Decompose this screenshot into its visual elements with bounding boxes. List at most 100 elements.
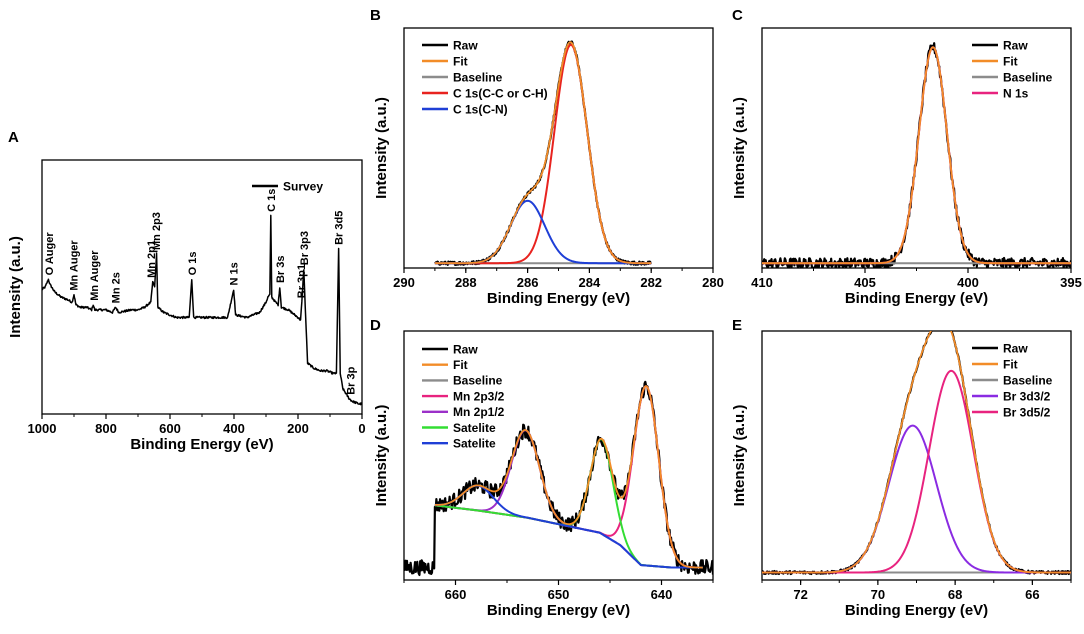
- peak-annotation: Mn 2s: [111, 272, 123, 303]
- x-tick-label: 284: [579, 275, 601, 290]
- series-fit: [762, 46, 1071, 265]
- x-tick-label: 66: [1025, 587, 1039, 602]
- x-tick-label: 410: [751, 275, 773, 290]
- legend-label: Br 3d3/2: [1003, 389, 1051, 403]
- legend-label: Survey: [283, 179, 323, 193]
- peak-annotation: Mn 2p3: [151, 212, 163, 250]
- y-axis-title: Intensity (a.u.): [373, 405, 390, 507]
- plot-frame: [403, 27, 714, 269]
- plot-area: [404, 380, 713, 577]
- peak-annotation: Mn Auger: [69, 240, 81, 291]
- legend: Raw Fit Baseline Br 3d3/2 Br 3d5/2: [972, 341, 1053, 419]
- x-tick-label: 395: [1060, 275, 1082, 290]
- panel-c: C 410 405 400 395 Binding Energy (eV) Intensit…: [731, 7, 1082, 307]
- legend-label: C 1s(C-N): [453, 102, 508, 116]
- plot-area: [434, 40, 652, 266]
- legend-label: Baseline: [453, 70, 503, 84]
- legend: Raw Fit Baseline N 1s: [972, 38, 1053, 100]
- x-tick-label: 800: [95, 421, 117, 436]
- peak-annotation: Mn 2p1: [146, 240, 158, 278]
- panel-a: A 1000 800 600 400 200 0 Binding Energy (eV) Int…: [7, 129, 366, 453]
- x-tick-label: 0: [358, 421, 365, 436]
- panel-e: E 72 70 68 66 Binding Energy (eV) Intensity (a…: [731, 317, 1072, 619]
- x-axis-title: Binding Energy (eV): [130, 436, 273, 453]
- plot-area: [42, 214, 362, 406]
- y-axis-title: Intensity (a.u.): [7, 236, 24, 338]
- peak-annotation: O Auger: [44, 232, 56, 276]
- series-peak: [434, 484, 704, 569]
- panel-letter: B: [370, 7, 381, 24]
- series-baseline: [434, 504, 704, 569]
- series-fit: [434, 385, 703, 569]
- legend: Survey: [252, 179, 323, 193]
- legend-label: Baseline: [1003, 373, 1053, 387]
- x-tick-label: 68: [948, 587, 962, 602]
- legend-label: Mn 2p1/2: [453, 405, 505, 419]
- peak-annotation: N 1s: [229, 262, 241, 285]
- peak-annotation: Mn Auger: [89, 250, 101, 301]
- x-tick-label: 72: [793, 587, 807, 602]
- legend: Raw Fit Baseline C 1s(C-C or C-H) C 1s(C-N): [422, 38, 548, 116]
- x-tick-label: 650: [548, 587, 570, 602]
- peak-annotation: Br 3d5: [334, 211, 346, 245]
- x-tick-label: 405: [854, 275, 876, 290]
- legend-label: N 1s: [1003, 86, 1029, 100]
- series-peak: [434, 438, 704, 569]
- y-axis-title: Intensity (a.u.): [731, 405, 748, 507]
- legend-label: C 1s(C-C or C-H): [453, 86, 548, 100]
- series-survey: [42, 214, 362, 406]
- legend-label: Br 3d5/2: [1003, 405, 1051, 419]
- legend-label: Satelite: [453, 421, 496, 435]
- panel-letter: E: [732, 317, 742, 334]
- legend-label: Raw: [453, 38, 478, 52]
- y-axis-title: Intensity (a.u.): [373, 97, 390, 199]
- x-tick-label: 286: [517, 275, 539, 290]
- x-axis-title: Binding Energy (eV): [845, 290, 988, 307]
- legend-label: Raw: [1003, 38, 1028, 52]
- x-tick-label: 400: [223, 421, 245, 436]
- panel-letter: C: [732, 7, 743, 24]
- peak-annotation: Br 3s: [275, 255, 287, 283]
- peak-annotation: O 1s: [187, 252, 199, 276]
- x-tick-label: 1000: [28, 421, 57, 436]
- legend-label: Baseline: [1003, 70, 1053, 84]
- x-tick-label: 282: [640, 275, 662, 290]
- legend-label: Fit: [1003, 357, 1018, 371]
- panel-letter: D: [370, 317, 381, 334]
- x-tick-label: 200: [287, 421, 309, 436]
- x-tick-label: 640: [651, 587, 673, 602]
- y-axis-title: Intensity (a.u.): [731, 97, 748, 199]
- series-raw: [404, 380, 713, 577]
- plot-area: [762, 331, 1071, 576]
- peak-annotation: Br 3p1: [296, 264, 308, 298]
- peak-annotation: C 1s: [266, 189, 278, 212]
- peak-annotation: Br 3p3: [299, 231, 311, 265]
- x-tick-label: 70: [871, 587, 885, 602]
- x-tick-label: 288: [455, 275, 477, 290]
- legend-label: Fit: [453, 54, 468, 68]
- legend-label: Fit: [453, 358, 468, 372]
- panel-letter: A: [8, 129, 19, 146]
- series-peak: [762, 424, 1071, 574]
- series-fit: [434, 41, 652, 265]
- series-peak: [434, 429, 704, 569]
- legend-label: Raw: [453, 342, 478, 356]
- panel-d: D 660 650 640 Binding Energy (eV) Intensity (…: [370, 317, 714, 619]
- legend-label: Raw: [1003, 341, 1028, 355]
- x-tick-label: 600: [159, 421, 181, 436]
- x-tick-label: 280: [702, 275, 724, 290]
- x-axis-title: Binding Energy (eV): [487, 602, 630, 619]
- x-tick-label: 400: [957, 275, 979, 290]
- series-fit: [762, 331, 1071, 574]
- peak-annotation: Br 3p: [345, 366, 357, 394]
- x-axis-title: Binding Energy (eV): [845, 602, 988, 619]
- plot-frame: [403, 330, 714, 581]
- plot-area: [762, 42, 1071, 268]
- x-axis-title: Binding Energy (eV): [487, 290, 630, 307]
- legend-label: Mn 2p3/2: [453, 389, 505, 403]
- series-raw: [762, 331, 1071, 576]
- x-tick-label: 660: [445, 587, 467, 602]
- panel-b: B 290 288 286 284 282 280 Binding Energy (eV) In…: [370, 7, 724, 307]
